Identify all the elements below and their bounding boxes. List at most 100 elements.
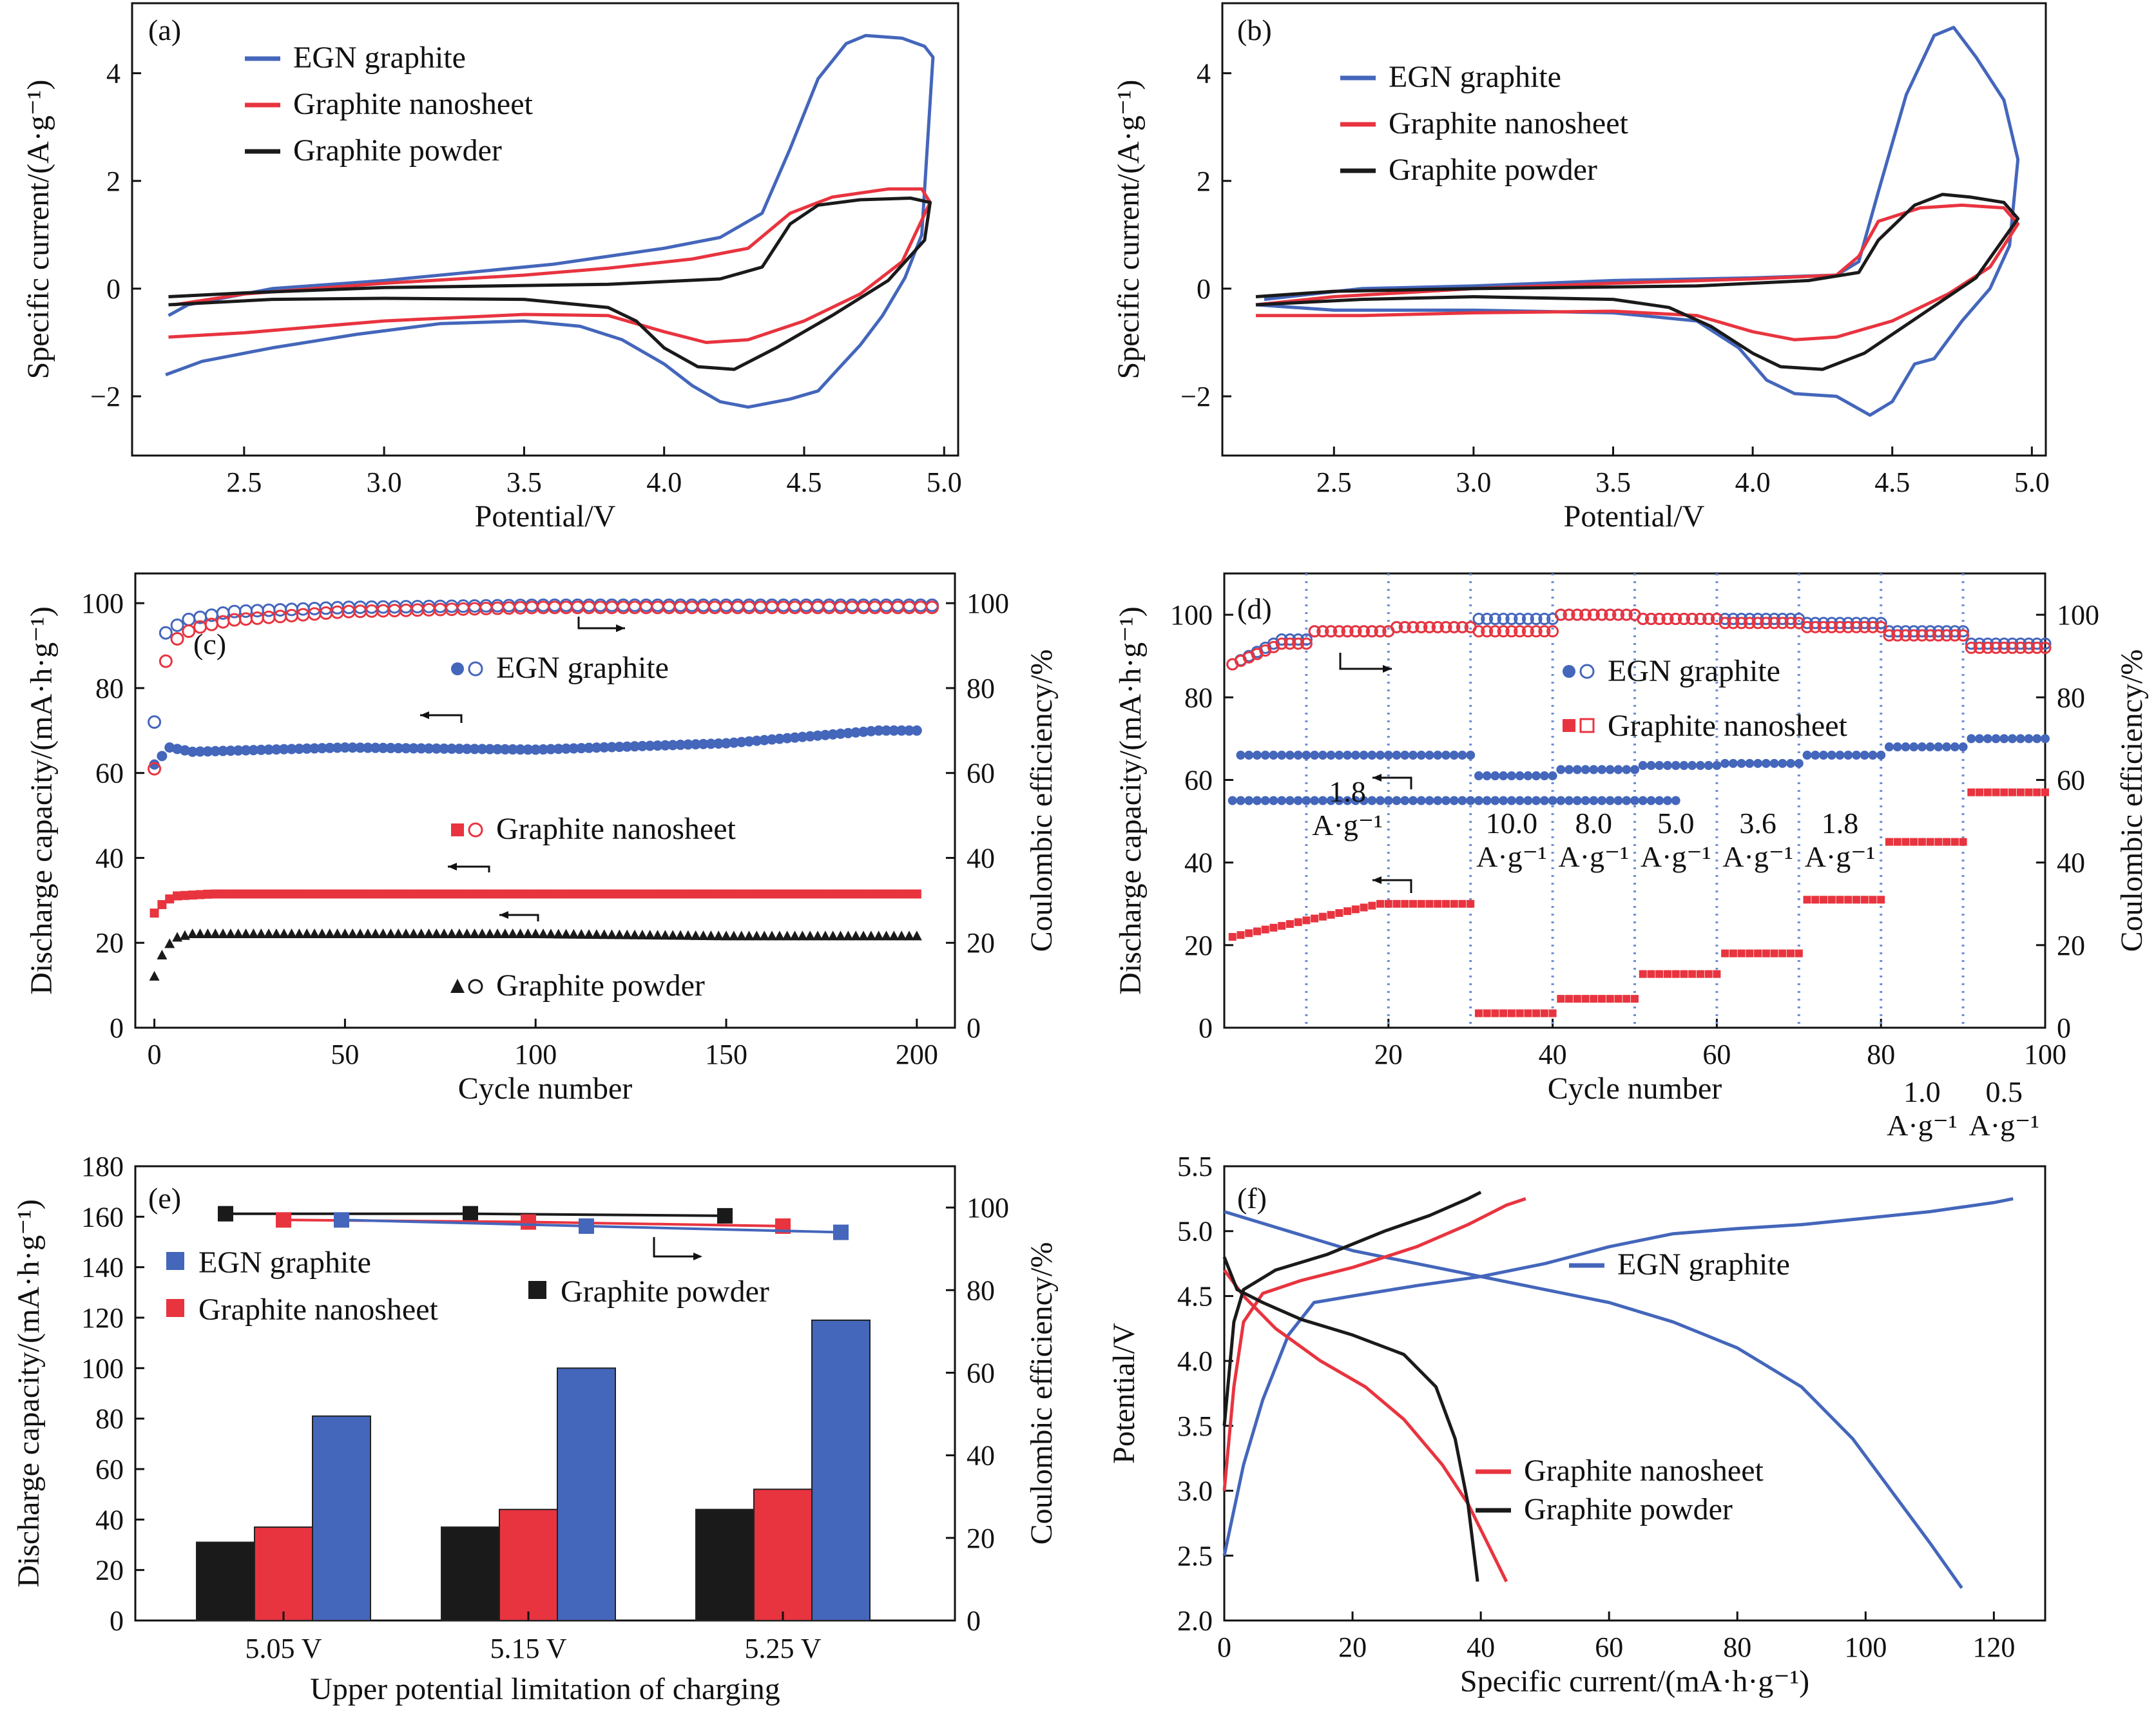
capacity-point	[394, 889, 403, 899]
capacity-point	[401, 928, 412, 939]
capacity-point	[325, 889, 334, 899]
capacity-point	[447, 889, 457, 899]
chart-panel-e: 0 20 40 60 80 100 120 140 160 180 0 20 40 60 80 100 5.05…	[12, 1151, 1059, 1706]
capacity-point	[485, 744, 496, 755]
capacity-point	[851, 889, 861, 899]
capacity-point	[1630, 765, 1639, 774]
capacity-point	[774, 733, 785, 744]
capacity-point	[1671, 970, 1680, 978]
capacity-point	[1704, 970, 1713, 978]
capacity-point	[668, 930, 679, 940]
capacity-point	[439, 889, 449, 899]
capacity-point	[835, 930, 846, 941]
capacity-point	[461, 744, 472, 755]
capacity-point	[698, 930, 709, 940]
capacity-point	[416, 928, 427, 939]
capacity-point	[591, 929, 602, 939]
capacity-point	[1663, 970, 1671, 978]
x-tick-label: 20	[1374, 1039, 1403, 1070]
capacity-point	[1466, 796, 1476, 805]
capacity-point	[660, 740, 671, 751]
y2-tick-label: 80	[967, 1274, 995, 1306]
efficiency-point	[1702, 613, 1715, 625]
capacity-point	[827, 930, 838, 941]
y2-tick-label: 40	[967, 1440, 995, 1472]
capacity-point	[561, 889, 571, 899]
efficiency-point	[1957, 629, 1970, 642]
efficiency-point	[1316, 625, 1329, 638]
capacity-point	[1343, 796, 1352, 805]
rate-unit: A·g⁻¹	[1641, 840, 1711, 873]
efficiency-axis-arrow	[577, 617, 625, 630]
capacity-point	[911, 725, 922, 736]
efficiency-point	[1825, 620, 1838, 633]
capacity-point	[1351, 751, 1360, 760]
capacity-point	[1638, 796, 1648, 805]
capacity-point	[1458, 796, 1467, 805]
cv-curve-nano	[1255, 203, 2020, 341]
efficiency-point	[1308, 625, 1321, 638]
capacity-point	[1958, 742, 1968, 752]
x-tick-label: 100	[1844, 1631, 1887, 1663]
capacity-point	[866, 889, 876, 899]
capacity-point	[896, 930, 907, 941]
efficiency-point-egn	[833, 1224, 849, 1240]
efficiency-point	[1497, 625, 1510, 638]
x-tick-label: 4.0	[1735, 466, 1771, 498]
capacity-point	[1499, 1009, 1508, 1017]
capacity-point	[873, 725, 884, 736]
capacity-point	[538, 928, 549, 939]
capacity-point	[865, 930, 876, 941]
rate-value: 1.8	[1822, 807, 1859, 840]
y-axis-title: Discharge capacity/(mA·h·g⁻¹)	[12, 1199, 46, 1588]
charge-discharge-curve-egn	[1222, 1197, 2014, 1556]
capacity-point	[721, 738, 732, 749]
y-tick-label: 100	[1170, 599, 1213, 631]
legend-label: EGN graphite	[1617, 1247, 1790, 1282]
capacity-point	[843, 889, 853, 899]
efficiency-point	[159, 626, 173, 640]
capacity-point	[1490, 771, 1500, 781]
capacity-point	[203, 889, 213, 899]
capacity-point	[1622, 796, 1631, 805]
capacity-point	[1367, 796, 1377, 805]
efficiency-point	[1899, 629, 1912, 642]
capacity-axis-arrow	[1372, 776, 1412, 789]
x-tick-label: 120	[1972, 1631, 2015, 1663]
rate-unit: A·g⁻¹	[1968, 1109, 2039, 1142]
capacity-point	[1762, 949, 1770, 957]
capacity-point	[1293, 751, 1303, 760]
capacity-point	[202, 746, 213, 757]
capacity-point	[1835, 751, 1845, 760]
capacity-point	[1639, 970, 1647, 978]
y-tick-label: 0	[110, 1605, 124, 1637]
capacity-point	[713, 930, 724, 941]
capacity-point	[2000, 788, 2008, 796]
capacity-point	[630, 889, 640, 899]
y2-tick-label: 0	[967, 1605, 981, 1637]
efficiency-point	[1661, 613, 1674, 625]
capacity-point	[1269, 751, 1278, 760]
capacity-point	[911, 930, 922, 941]
efficiency-point	[1965, 641, 1978, 654]
capacity-point	[1302, 751, 1311, 760]
efficiency-point	[1300, 637, 1313, 650]
capacity-point	[1605, 765, 1615, 774]
capacity-point	[1778, 758, 1787, 768]
y-tick-label: 60	[95, 758, 124, 789]
capacity-point	[1417, 899, 1425, 908]
capacity-point	[1318, 751, 1327, 760]
y-axis-title: Potential/V	[1107, 1323, 1141, 1464]
efficiency-point	[1587, 608, 1600, 621]
capacity-point	[1606, 995, 1614, 1003]
capacity-point	[1491, 1009, 1499, 1017]
capacity-point	[1359, 751, 1369, 760]
capacity-point	[805, 731, 816, 742]
capacity-point	[241, 889, 251, 899]
capacity-point	[393, 928, 404, 939]
capacity-point	[1852, 896, 1860, 904]
capacity-point	[1787, 949, 1795, 957]
x-category-label: 5.15 V	[490, 1633, 567, 1664]
capacity-point	[782, 733, 793, 744]
